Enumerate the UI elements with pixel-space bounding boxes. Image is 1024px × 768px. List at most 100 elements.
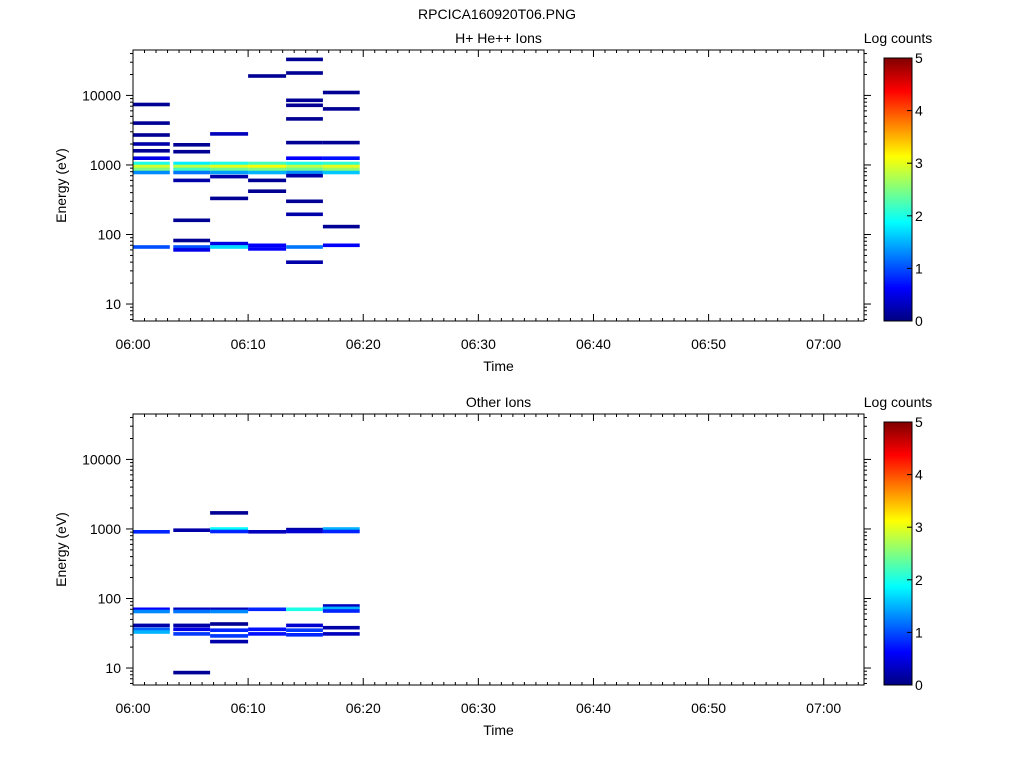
heatmap-cell bbox=[133, 607, 170, 612]
heatmap-cell bbox=[286, 156, 323, 160]
heatmap-cell bbox=[322, 606, 360, 611]
x-tick-label: 06:50 bbox=[691, 336, 726, 352]
heatmap-cell bbox=[210, 245, 249, 249]
y-tick-label: 10 bbox=[105, 296, 121, 312]
heatmap-cell bbox=[173, 218, 211, 223]
heatmap-cell bbox=[210, 170, 249, 175]
x-tick-label: 06:40 bbox=[576, 336, 611, 352]
heatmap-cell bbox=[248, 164, 287, 169]
x-tick-label: 07:00 bbox=[806, 700, 841, 716]
heatmap-cell bbox=[210, 164, 249, 169]
heatmap-cell bbox=[173, 632, 211, 636]
heatmap-cell bbox=[322, 529, 360, 534]
heatmap-cell bbox=[133, 623, 170, 628]
heatmap-cell bbox=[248, 161, 287, 166]
x-axis-label: Time bbox=[483, 722, 514, 738]
heatmap-cell bbox=[286, 71, 323, 75]
colorbar: 0 1 2 3 4 5 Log counts bbox=[864, 394, 933, 693]
heatmap-cell bbox=[210, 196, 249, 201]
x-tick-label: 07:00 bbox=[806, 336, 841, 352]
heatmap-cell bbox=[286, 57, 323, 62]
colorbar-tick-label: 2 bbox=[915, 572, 923, 588]
heatmap-cell bbox=[248, 170, 287, 175]
colorbar-gradient bbox=[883, 421, 913, 686]
heatmap-cell bbox=[210, 511, 249, 515]
heatmap-cell bbox=[133, 609, 170, 614]
heatmap-cell bbox=[286, 173, 323, 178]
heatmap-cell bbox=[286, 245, 323, 249]
x-tick-label: 06:30 bbox=[461, 336, 496, 352]
heatmap-cell bbox=[322, 164, 360, 169]
heatmap-cell bbox=[322, 243, 360, 248]
x-axis-label: Time bbox=[483, 358, 514, 374]
panel-1: 06:00 06:10 06:20 06:30 06:40 06:50 07:0010100… bbox=[53, 394, 932, 738]
heatmap-cell bbox=[173, 149, 211, 154]
heatmap-cell bbox=[322, 609, 360, 613]
heatmap-cell bbox=[322, 527, 360, 531]
heatmap-cell bbox=[173, 161, 211, 166]
colorbar-tick-label: 1 bbox=[915, 624, 923, 640]
panel-0: 06:00 06:10 06:20 06:30 06:40 06:50 07:0010100… bbox=[53, 30, 932, 374]
heatmap-cells bbox=[133, 57, 360, 264]
heatmap-cell bbox=[173, 143, 211, 147]
heatmap-cell bbox=[248, 607, 287, 612]
heatmap-cell bbox=[248, 178, 287, 183]
plot-frame bbox=[132, 413, 865, 686]
heatmap-cell bbox=[286, 164, 323, 169]
colorbar-tick-label: 0 bbox=[915, 313, 923, 329]
heatmap-cell bbox=[133, 627, 170, 632]
colorbar-tick-label: 4 bbox=[915, 467, 923, 483]
heatmap-cell bbox=[133, 530, 170, 534]
heatmap-cell bbox=[286, 212, 323, 217]
colorbar-tick-label: 5 bbox=[915, 50, 923, 66]
heatmap-cell bbox=[173, 623, 211, 628]
y-tick-label: 100 bbox=[98, 226, 122, 242]
heatmap-cell bbox=[133, 167, 170, 172]
y-tick-label: 10000 bbox=[82, 451, 121, 467]
y-tick-label: 1000 bbox=[90, 521, 121, 537]
heatmap-cell bbox=[286, 529, 323, 534]
colorbar-tick-label: 1 bbox=[915, 260, 923, 276]
heatmap-cell bbox=[173, 627, 211, 632]
colorbar-label: Log counts bbox=[864, 30, 933, 46]
x-tick-label: 06:00 bbox=[115, 336, 150, 352]
heatmap-cell bbox=[173, 245, 211, 249]
x-tick-label: 06:00 bbox=[115, 700, 150, 716]
heatmap-cell bbox=[210, 639, 249, 644]
heatmap-cell bbox=[322, 625, 360, 630]
heatmap-cell bbox=[286, 140, 323, 145]
heatmap-cell bbox=[322, 170, 360, 175]
colorbar-gradient bbox=[883, 57, 913, 322]
x-tick-label: 06:10 bbox=[231, 700, 266, 716]
colorbar: 0 1 2 3 4 5 Log counts bbox=[864, 30, 933, 329]
heatmap-cell bbox=[210, 174, 249, 179]
y-tick-label: 1000 bbox=[90, 157, 121, 173]
x-tick-label: 06:20 bbox=[346, 336, 381, 352]
heatmap-cell bbox=[286, 607, 323, 612]
colorbar-tick-label: 4 bbox=[915, 103, 923, 119]
y-axis-label: Energy (eV) bbox=[53, 148, 69, 223]
heatmap-cell bbox=[210, 132, 249, 136]
heatmap-cell bbox=[322, 140, 360, 145]
heatmap-cell bbox=[173, 164, 211, 169]
heatmap-cell bbox=[286, 161, 323, 166]
heatmap-cell bbox=[210, 622, 249, 626]
heatmap-cell bbox=[210, 529, 249, 534]
heatmap-cell bbox=[210, 527, 249, 531]
heatmap-cell bbox=[133, 630, 170, 634]
figure-title: RPCICA160920T06.PNG bbox=[418, 6, 576, 22]
heatmap-cell bbox=[210, 634, 249, 638]
heatmap-cell bbox=[210, 628, 249, 632]
heatmap-cell bbox=[286, 628, 323, 632]
colorbar-label: Log counts bbox=[864, 394, 933, 410]
heatmap-cell bbox=[286, 633, 323, 637]
heatmap-cell bbox=[248, 627, 287, 632]
x-tick-label: 06:40 bbox=[576, 700, 611, 716]
heatmap-cell bbox=[322, 632, 360, 636]
colorbar-tick-label: 5 bbox=[915, 414, 923, 430]
heatmap-cell bbox=[173, 248, 211, 252]
heatmap-cell bbox=[133, 133, 170, 137]
heatmap-cell bbox=[322, 224, 360, 229]
heatmap-cell bbox=[173, 170, 211, 175]
